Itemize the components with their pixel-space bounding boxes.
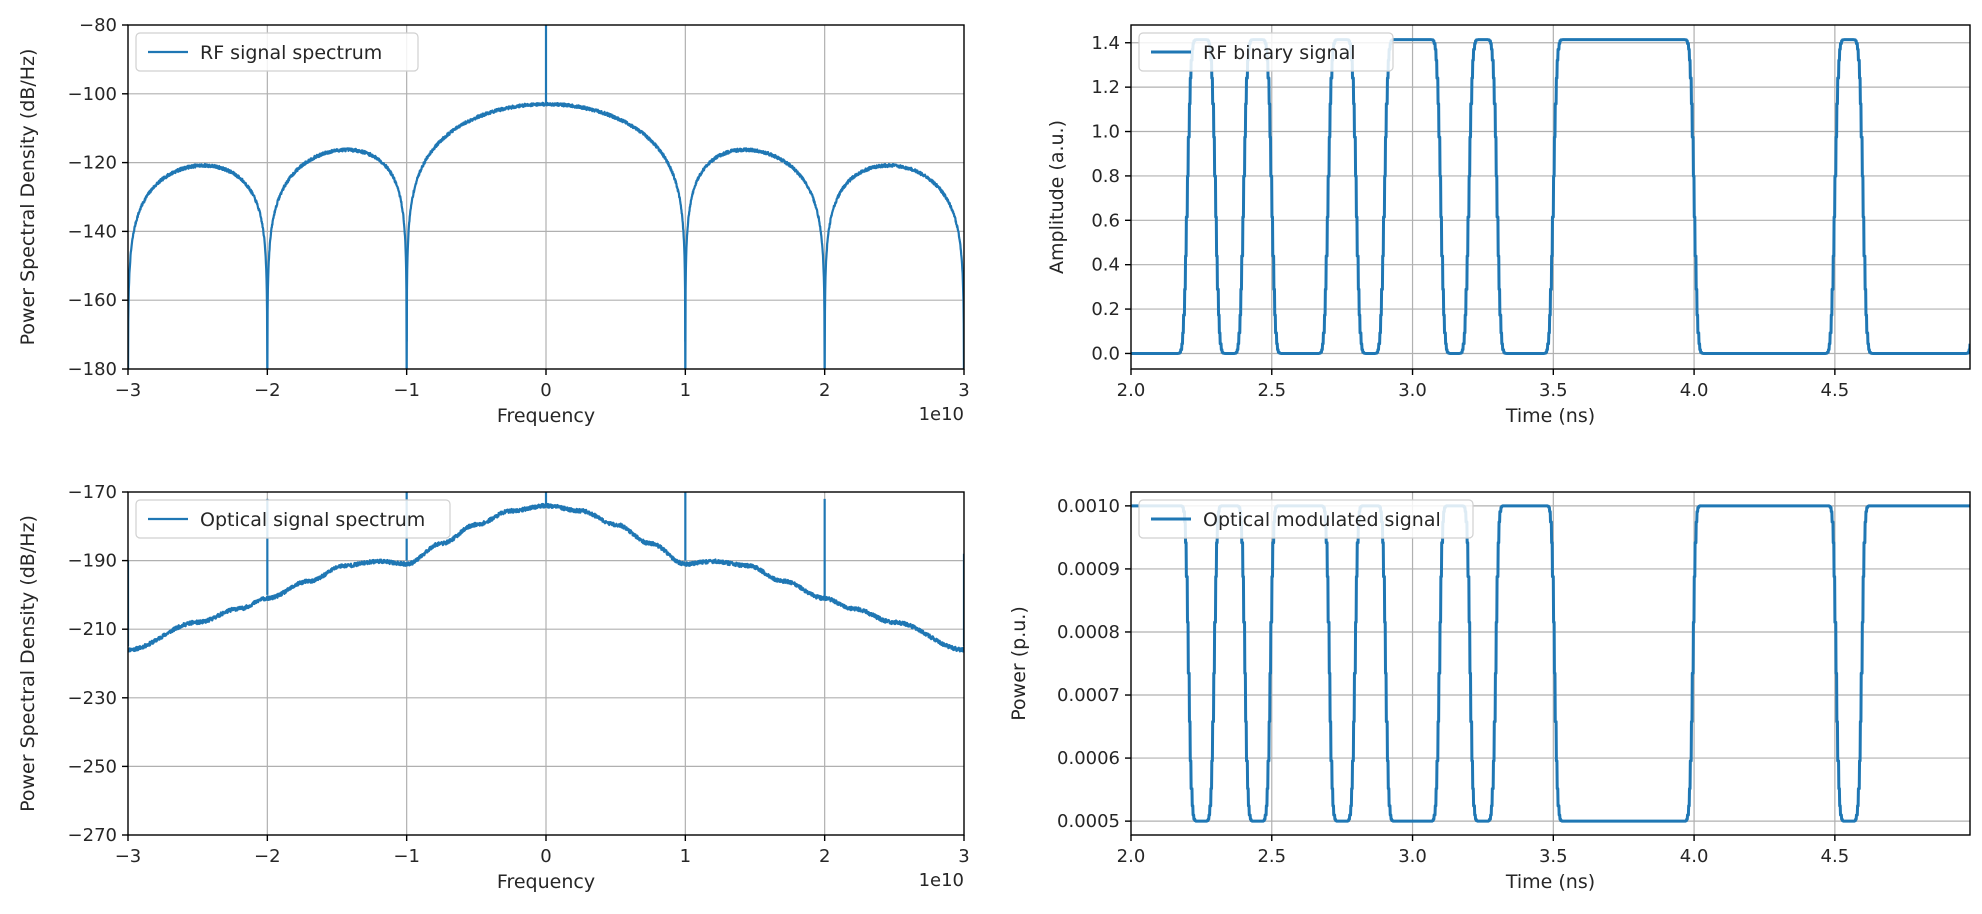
y-tick-label: −160 xyxy=(68,290,117,311)
legend: RF signal spectrum xyxy=(135,32,419,72)
series-line xyxy=(1131,38,1970,355)
y-tick-label: 1.2 xyxy=(1091,77,1120,98)
grid-lines xyxy=(128,492,964,835)
legend-frame xyxy=(135,499,451,539)
x-tick-label: −2 xyxy=(254,846,281,867)
rf-binary-signal-panel: 2.0 2.5 3.0 3.5 4.0 4.5 0.0 0.2 0.4 0.6 0.8 1.0 1.2 1… xyxy=(1046,24,1971,427)
x-tick-label: 4.5 xyxy=(1821,380,1850,401)
y-axis-label: Power Spectral Density (dB/Hz) xyxy=(17,49,39,346)
y-tick-label: 0.0008 xyxy=(1057,622,1120,643)
x-tick-label: 2.0 xyxy=(1117,846,1146,867)
optical-modulated-signal-panel: 2.0 2.5 3.0 3.5 4.0 4.5 0.0005 0.0006 0.0007 0.00… xyxy=(1008,491,1971,893)
legend: RF binary signal xyxy=(1138,32,1394,72)
y-tick-label: −270 xyxy=(68,825,117,846)
x-tick-label: 3.0 xyxy=(1398,380,1427,401)
x-axis-label: Frequency xyxy=(497,405,595,427)
legend: Optical modulated signal xyxy=(1138,499,1474,539)
x-tick-label: −1 xyxy=(393,846,420,867)
x-offset-label: 1e10 xyxy=(919,404,964,425)
y-tick-label: −180 xyxy=(68,359,117,380)
y-tick-label: −230 xyxy=(68,688,117,709)
y-tick-label: 1.0 xyxy=(1091,122,1120,143)
x-tick-label: 1 xyxy=(680,380,691,401)
y-tick-label: 0.6 xyxy=(1091,210,1120,231)
x-tick-label: 3 xyxy=(958,380,969,401)
y-tick-label: 0.0005 xyxy=(1057,811,1120,832)
legend-label: Optical signal spectrum xyxy=(200,509,425,531)
y-tick-label: 0.8 xyxy=(1091,166,1120,187)
x-tick-label: −2 xyxy=(254,380,281,401)
x-tick-label: −3 xyxy=(115,380,142,401)
y-axis-label: Power (p.u.) xyxy=(1008,606,1030,721)
x-tick-label: 2 xyxy=(819,380,830,401)
x-tick-label: 0 xyxy=(540,380,551,401)
x-tick-label: 3.0 xyxy=(1398,846,1427,867)
x-tick-label: 4.0 xyxy=(1680,380,1709,401)
legend-frame xyxy=(1138,499,1474,539)
legend-label: Optical modulated signal xyxy=(1203,509,1441,531)
y-tick-label: −250 xyxy=(68,756,117,777)
x-tick-label: 0 xyxy=(540,846,551,867)
y-tick-label: −100 xyxy=(68,84,117,105)
x-tick-label: 3.5 xyxy=(1539,380,1568,401)
optical-spectrum-panel: −3 −2 −1 0 1 2 3 −270 −250 −230 −210 −190 −170 Freque… xyxy=(17,482,970,893)
x-tick-label: 1 xyxy=(680,846,691,867)
y-tick-label: 0.0010 xyxy=(1057,496,1120,517)
x-tick-label: −3 xyxy=(115,846,142,867)
x-tick-label: 4.0 xyxy=(1680,846,1709,867)
axes-frame xyxy=(1130,491,1971,836)
x-axis-label: Time (ns) xyxy=(1505,405,1595,427)
x-tick-label: 2.5 xyxy=(1257,380,1286,401)
y-tick-label: −170 xyxy=(68,482,117,503)
legend-frame xyxy=(135,32,419,72)
y-tick-label: −120 xyxy=(68,153,117,174)
y-axis-label: Power Spectral Density (dB/Hz) xyxy=(17,515,39,812)
x-tick-label: 3 xyxy=(958,846,969,867)
x-tick-label: −1 xyxy=(393,380,420,401)
y-tick-label: 0.4 xyxy=(1091,255,1120,276)
legend-label: RF binary signal xyxy=(1203,42,1356,64)
series-line xyxy=(1131,504,1970,823)
legend-label: RF signal spectrum xyxy=(200,42,382,64)
y-axis-label: Amplitude (a.u.) xyxy=(1046,120,1068,274)
legend: Optical signal spectrum xyxy=(135,499,451,539)
y-tick-label: 0.2 xyxy=(1091,299,1120,320)
y-tick-label: 0.0 xyxy=(1091,343,1120,364)
x-tick-label: 2 xyxy=(819,846,830,867)
x-tick-label: 2.5 xyxy=(1257,846,1286,867)
y-tick-label: 0.0009 xyxy=(1057,559,1120,580)
axes-frame xyxy=(1130,24,1971,370)
rf-spectrum-panel: −3 −2 −1 0 1 2 3 −180 −160 −140 −120 −100 −80 Frequen… xyxy=(17,15,970,427)
x-tick-label: 2.0 xyxy=(1117,380,1146,401)
y-tick-label: −80 xyxy=(79,15,117,36)
x-tick-label: 3.5 xyxy=(1539,846,1568,867)
x-offset-label: 1e10 xyxy=(919,870,964,891)
x-axis-label: Time (ns) xyxy=(1505,871,1595,893)
y-tick-label: 0.0006 xyxy=(1057,748,1120,769)
y-tick-label: −190 xyxy=(68,551,117,572)
y-tick-label: −140 xyxy=(68,221,117,242)
x-tick-label: 4.5 xyxy=(1821,846,1850,867)
legend-frame xyxy=(1138,32,1394,72)
x-axis-label: Frequency xyxy=(497,871,595,893)
y-tick-label: −210 xyxy=(68,619,117,640)
y-tick-label: 0.0007 xyxy=(1057,685,1120,706)
y-tick-label: 1.4 xyxy=(1091,33,1120,54)
